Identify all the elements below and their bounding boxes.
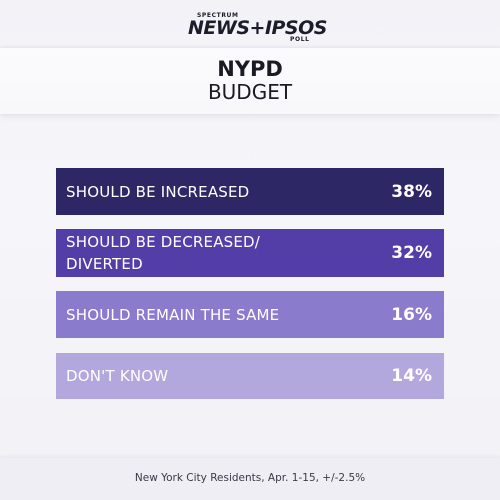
bar-value-label: 16% xyxy=(391,305,432,325)
bar-label: DON'T KNOW xyxy=(66,365,168,387)
bar-label: SHOULD REMAIN THE SAME xyxy=(66,304,279,326)
logo-bottom-text: POLL xyxy=(290,36,310,43)
bar-value-label: 32% xyxy=(391,243,432,263)
logo-top-text: SPECTRUM xyxy=(197,12,239,19)
bar-label: SHOULD BE INCREASED xyxy=(66,181,249,203)
footer-banner xyxy=(0,458,500,500)
bar-row: SHOULD BE DECREASED/DIVERTED 32% xyxy=(56,229,444,277)
bar-label-line: SHOULD BE INCREASED xyxy=(66,183,250,201)
bar-value-label: 38% xyxy=(391,182,432,202)
bar-value-label: 14% xyxy=(391,366,432,386)
footer-note: New York City Residents, Apr. 1-15, +/-2… xyxy=(134,472,366,484)
bar-label-line: SHOULD BE DECREASED/ xyxy=(66,233,261,251)
bar-label-line: SHOULD REMAIN THE SAME xyxy=(66,306,280,324)
chart-title: NYPD xyxy=(217,57,283,81)
title-banner xyxy=(0,48,500,114)
logo-main-text: NEWS+IPSOS xyxy=(188,17,327,39)
bar-row: SHOULD BE INCREASED 38% xyxy=(56,168,444,215)
bar-label-line: DON'T KNOW xyxy=(66,367,169,385)
chart-subtitle: BUDGET xyxy=(207,80,293,104)
bar-row: DON'T KNOW 14% xyxy=(56,353,444,399)
bar-label: SHOULD BE DECREASED/DIVERTED xyxy=(66,231,260,275)
bar-row: SHOULD REMAIN THE SAME 16% xyxy=(56,291,444,338)
bar-label-line: DIVERTED xyxy=(66,255,143,273)
spectrum-news-ipsos-logo: SPECTRUM NEWS+IPSOS POLL xyxy=(0,8,500,46)
